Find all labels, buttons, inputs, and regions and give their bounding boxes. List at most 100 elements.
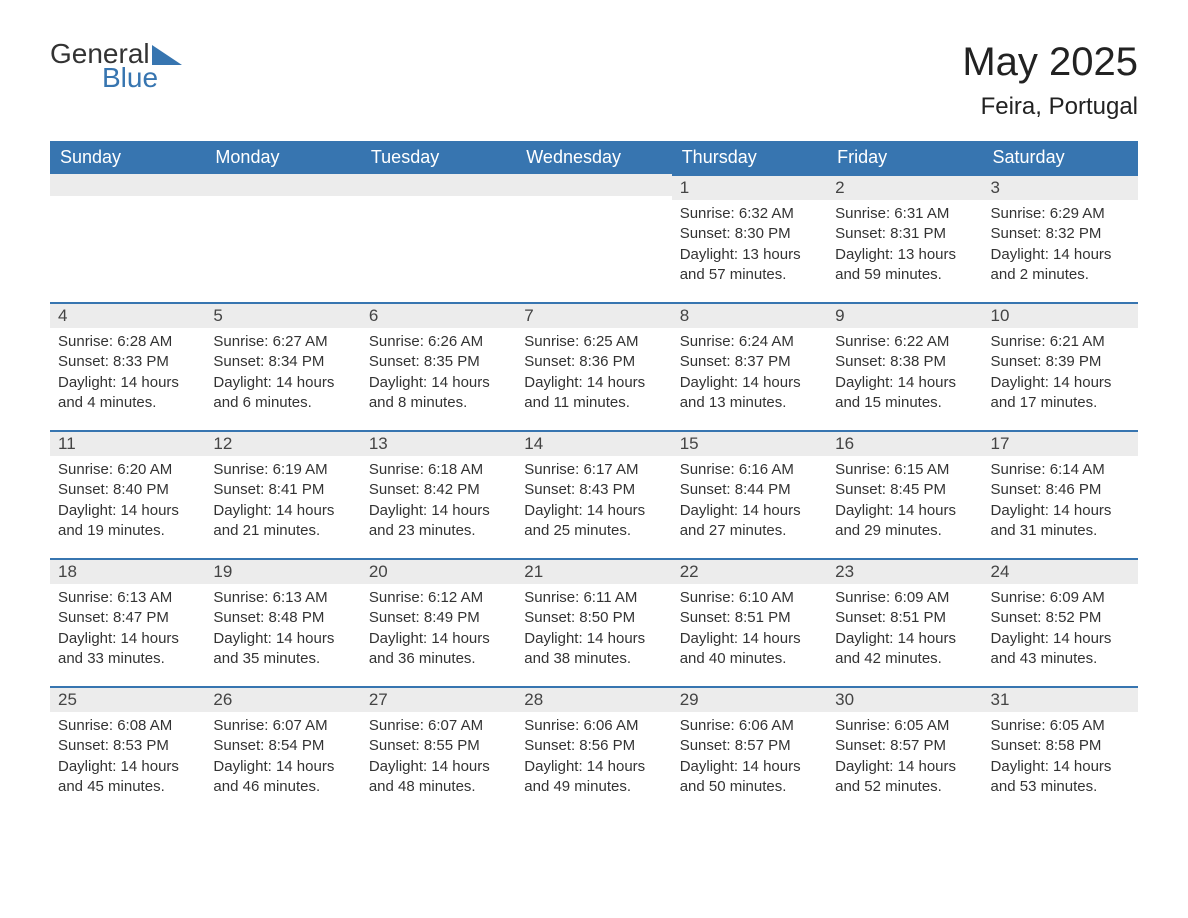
sunrise-line: Sunrise: 6:09 AM [835, 588, 974, 608]
day-number: 29 [672, 686, 827, 712]
sunrise-line: Sunrise: 6:05 AM [991, 716, 1130, 736]
sunset-line: Sunset: 8:37 PM [680, 352, 819, 372]
sunset-line: Sunset: 8:32 PM [991, 224, 1130, 244]
day-number: 14 [516, 430, 671, 456]
sunrise-line: Sunrise: 6:10 AM [680, 588, 819, 608]
day-details: Sunrise: 6:11 AMSunset: 8:50 PMDaylight:… [516, 584, 671, 677]
day-number: 25 [50, 686, 205, 712]
day-number: 5 [205, 302, 360, 328]
sunrise-line: Sunrise: 6:13 AM [58, 588, 197, 608]
day-details: Sunrise: 6:15 AMSunset: 8:45 PMDaylight:… [827, 456, 982, 549]
sunrise-line: Sunrise: 6:08 AM [58, 716, 197, 736]
sunrise-line: Sunrise: 6:19 AM [213, 460, 352, 480]
daylight-line: Daylight: 14 hours and 40 minutes. [680, 629, 819, 670]
day-number: 9 [827, 302, 982, 328]
sunrise-line: Sunrise: 6:07 AM [213, 716, 352, 736]
weekday-header: Wednesday [516, 141, 671, 174]
day-cell: 24Sunrise: 6:09 AMSunset: 8:52 PMDayligh… [983, 558, 1138, 686]
day-number: 27 [361, 686, 516, 712]
day-details: Sunrise: 6:05 AMSunset: 8:57 PMDaylight:… [827, 712, 982, 805]
sunset-line: Sunset: 8:50 PM [524, 608, 663, 628]
day-cell: 16Sunrise: 6:15 AMSunset: 8:45 PMDayligh… [827, 430, 982, 558]
sunset-line: Sunset: 8:31 PM [835, 224, 974, 244]
sunrise-line: Sunrise: 6:11 AM [524, 588, 663, 608]
sunset-line: Sunset: 8:36 PM [524, 352, 663, 372]
day-cell: 2Sunrise: 6:31 AMSunset: 8:31 PMDaylight… [827, 174, 982, 302]
sunrise-line: Sunrise: 6:06 AM [680, 716, 819, 736]
sunset-line: Sunset: 8:53 PM [58, 736, 197, 756]
page-header: General Blue May 2025 Feira, Portugal [50, 40, 1138, 121]
sunset-line: Sunset: 8:47 PM [58, 608, 197, 628]
day-details: Sunrise: 6:17 AMSunset: 8:43 PMDaylight:… [516, 456, 671, 549]
sunrise-line: Sunrise: 6:29 AM [991, 204, 1130, 224]
daylight-line: Daylight: 14 hours and 15 minutes. [835, 373, 974, 414]
day-number: 20 [361, 558, 516, 584]
day-details: Sunrise: 6:21 AMSunset: 8:39 PMDaylight:… [983, 328, 1138, 421]
day-details: Sunrise: 6:13 AMSunset: 8:47 PMDaylight:… [50, 584, 205, 677]
sunset-line: Sunset: 8:35 PM [369, 352, 508, 372]
day-number: 8 [672, 302, 827, 328]
empty-day-bar [50, 174, 205, 196]
day-cell: 18Sunrise: 6:13 AMSunset: 8:47 PMDayligh… [50, 558, 205, 686]
month-title: May 2025 [962, 40, 1138, 85]
sunset-line: Sunset: 8:40 PM [58, 480, 197, 500]
sunrise-line: Sunrise: 6:12 AM [369, 588, 508, 608]
day-number: 4 [50, 302, 205, 328]
sunrise-line: Sunrise: 6:27 AM [213, 332, 352, 352]
brand-part2: Blue [102, 64, 182, 92]
daylight-line: Daylight: 14 hours and 48 minutes. [369, 757, 508, 798]
daylight-line: Daylight: 14 hours and 46 minutes. [213, 757, 352, 798]
day-number: 15 [672, 430, 827, 456]
sunset-line: Sunset: 8:38 PM [835, 352, 974, 372]
day-cell: 4Sunrise: 6:28 AMSunset: 8:33 PMDaylight… [50, 302, 205, 430]
day-details: Sunrise: 6:10 AMSunset: 8:51 PMDaylight:… [672, 584, 827, 677]
daylight-line: Daylight: 14 hours and 35 minutes. [213, 629, 352, 670]
day-details: Sunrise: 6:12 AMSunset: 8:49 PMDaylight:… [361, 584, 516, 677]
day-number: 13 [361, 430, 516, 456]
daylight-line: Daylight: 14 hours and 8 minutes. [369, 373, 508, 414]
sunset-line: Sunset: 8:49 PM [369, 608, 508, 628]
day-number: 22 [672, 558, 827, 584]
empty-day-bar [205, 174, 360, 196]
day-cell: 20Sunrise: 6:12 AMSunset: 8:49 PMDayligh… [361, 558, 516, 686]
day-details: Sunrise: 6:06 AMSunset: 8:56 PMDaylight:… [516, 712, 671, 805]
sunset-line: Sunset: 8:51 PM [680, 608, 819, 628]
daylight-line: Daylight: 14 hours and 2 minutes. [991, 245, 1130, 286]
sunrise-line: Sunrise: 6:25 AM [524, 332, 663, 352]
day-details: Sunrise: 6:24 AMSunset: 8:37 PMDaylight:… [672, 328, 827, 421]
day-cell: 19Sunrise: 6:13 AMSunset: 8:48 PMDayligh… [205, 558, 360, 686]
daylight-line: Daylight: 14 hours and 49 minutes. [524, 757, 663, 798]
sunset-line: Sunset: 8:46 PM [991, 480, 1130, 500]
daylight-line: Daylight: 14 hours and 21 minutes. [213, 501, 352, 542]
sunset-line: Sunset: 8:57 PM [680, 736, 819, 756]
day-details: Sunrise: 6:26 AMSunset: 8:35 PMDaylight:… [361, 328, 516, 421]
day-cell: 11Sunrise: 6:20 AMSunset: 8:40 PMDayligh… [50, 430, 205, 558]
sunset-line: Sunset: 8:51 PM [835, 608, 974, 628]
sunset-line: Sunset: 8:56 PM [524, 736, 663, 756]
day-number: 23 [827, 558, 982, 584]
day-number: 24 [983, 558, 1138, 584]
sunset-line: Sunset: 8:58 PM [991, 736, 1130, 756]
day-number: 18 [50, 558, 205, 584]
location-label: Feira, Portugal [962, 93, 1138, 121]
sunrise-line: Sunrise: 6:13 AM [213, 588, 352, 608]
brand-logo: General Blue [50, 40, 182, 92]
day-cell: 28Sunrise: 6:06 AMSunset: 8:56 PMDayligh… [516, 686, 671, 814]
daylight-line: Daylight: 14 hours and 19 minutes. [58, 501, 197, 542]
empty-cell [205, 174, 360, 302]
day-number: 3 [983, 174, 1138, 200]
daylight-line: Daylight: 14 hours and 29 minutes. [835, 501, 974, 542]
day-number: 11 [50, 430, 205, 456]
weekday-header: Thursday [672, 141, 827, 174]
daylight-line: Daylight: 14 hours and 36 minutes. [369, 629, 508, 670]
day-number: 21 [516, 558, 671, 584]
empty-day-bar [516, 174, 671, 196]
weekday-header: Tuesday [361, 141, 516, 174]
sunset-line: Sunset: 8:44 PM [680, 480, 819, 500]
sunset-line: Sunset: 8:30 PM [680, 224, 819, 244]
sunrise-line: Sunrise: 6:07 AM [369, 716, 508, 736]
day-cell: 25Sunrise: 6:08 AMSunset: 8:53 PMDayligh… [50, 686, 205, 814]
daylight-line: Daylight: 14 hours and 17 minutes. [991, 373, 1130, 414]
daylight-line: Daylight: 13 hours and 57 minutes. [680, 245, 819, 286]
daylight-line: Daylight: 14 hours and 27 minutes. [680, 501, 819, 542]
